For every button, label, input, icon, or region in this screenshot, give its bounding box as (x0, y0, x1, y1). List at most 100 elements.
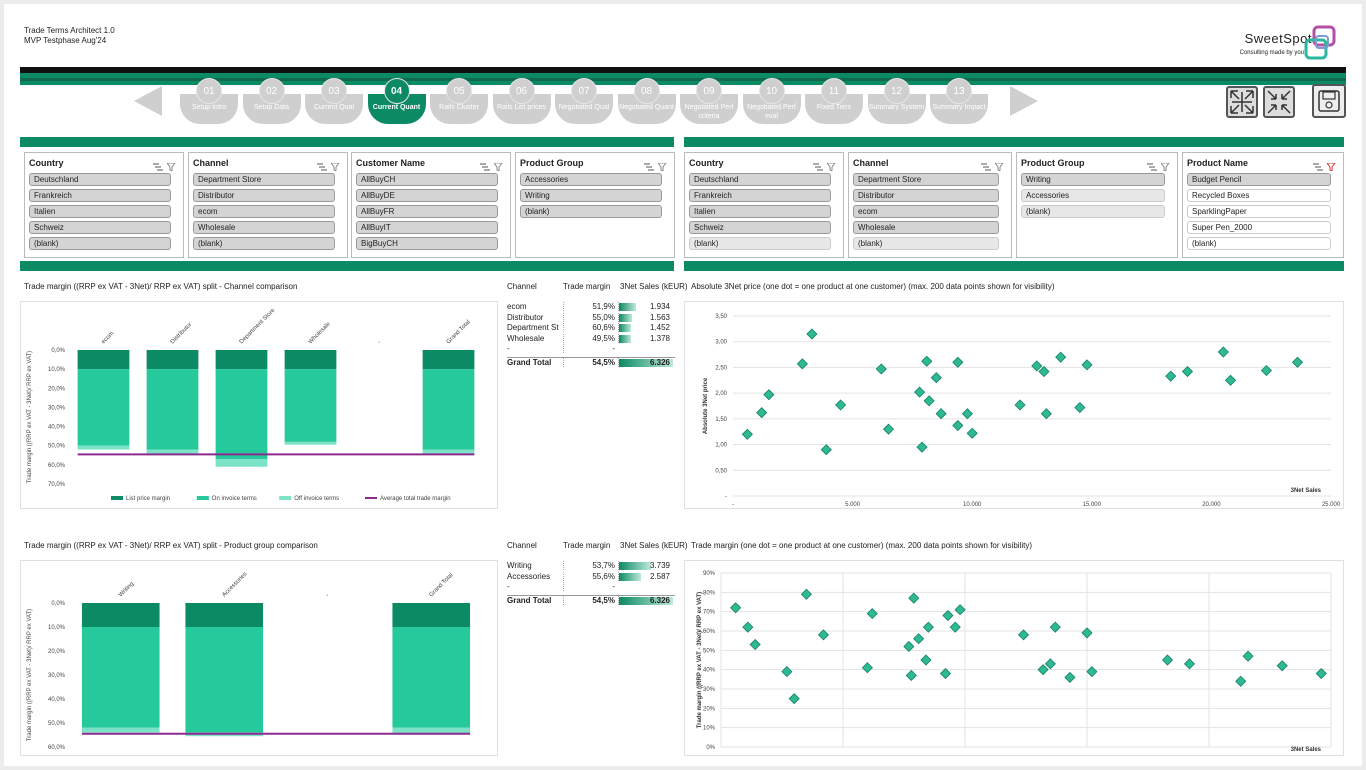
slicer-item[interactable]: (blank) (1021, 205, 1165, 218)
y-tick-label: - (725, 494, 727, 500)
slicer-item[interactable]: AllBuyCH (356, 173, 498, 186)
clear-filter-icon[interactable] (166, 158, 177, 172)
category-label: Grand Total (446, 319, 472, 345)
data-point (949, 621, 961, 633)
save-button[interactable] (1312, 84, 1346, 118)
data-point (820, 444, 832, 456)
app-title-block: Trade Terms Architect 1.0 MVP Testphase … (24, 26, 115, 46)
legend-swatch (111, 496, 123, 500)
slicer-item[interactable]: Writing (520, 189, 662, 202)
slicer-item[interactable]: Wholesale (853, 221, 999, 234)
y-tick-label: 0% (706, 745, 715, 751)
multi-select-icon[interactable] (1147, 158, 1157, 171)
next-step-button[interactable] (1010, 86, 1038, 116)
slicer-item[interactable]: Department Store (193, 173, 335, 186)
step-tab-12[interactable]: 12 Summary System (867, 76, 926, 124)
data-point (952, 356, 964, 368)
pivot-row-name: Grand Total (507, 595, 552, 605)
slicer-item[interactable]: (blank) (520, 205, 662, 218)
step-tab-13[interactable]: 13 Summary Impact (930, 76, 988, 124)
slicer-item[interactable]: Italien (689, 205, 831, 218)
slicer-item[interactable]: (blank) (29, 237, 171, 250)
step-tab-01[interactable]: 01 Setup Intro (180, 76, 238, 124)
step-tab-05[interactable]: 05 Rails Cluster (430, 76, 488, 124)
multi-select-icon[interactable] (644, 158, 654, 171)
clear-filter-icon[interactable] (826, 158, 837, 172)
data-point (1044, 658, 1056, 670)
collapse-button[interactable] (1263, 86, 1295, 118)
slicer-item[interactable]: ecom (193, 205, 335, 218)
clear-filter-icon[interactable] (330, 158, 341, 172)
multi-select-icon[interactable] (480, 158, 490, 171)
pivot-row: Department St 60,6% 1.452 (507, 323, 675, 333)
step-tab-09[interactable]: 09 Negotiated Perf criteria (680, 76, 738, 124)
step-label: Summary Impact (932, 104, 986, 111)
slicer-item[interactable]: Schweiz (689, 221, 831, 234)
clear-filter-icon[interactable] (1160, 158, 1171, 172)
data-point (914, 386, 926, 398)
slicer-item[interactable]: Deutschland (29, 173, 171, 186)
pivot-row-margin: 49,5% (563, 333, 617, 343)
multi-select-icon[interactable] (153, 158, 163, 171)
pivot-sales-bar (619, 313, 633, 322)
step-tab-08[interactable]: 08 Negotiated Quant (617, 76, 676, 124)
data-point (741, 428, 753, 440)
multi-select-icon[interactable] (1313, 158, 1323, 171)
slicer-item[interactable]: Frankreich (29, 189, 171, 202)
step-tab-07[interactable]: 07 Negotiated Qual (555, 76, 613, 124)
multi-select-icon[interactable] (813, 158, 823, 171)
slicer-item[interactable]: Super Pen_2000 (1187, 221, 1331, 234)
slicer-item[interactable]: (blank) (853, 237, 999, 250)
pivot-row-name: - (507, 344, 510, 353)
step-tab-03[interactable]: 03 Current Qual (305, 76, 363, 124)
slicer-item[interactable]: Writing (1021, 173, 1165, 186)
clear-filter-icon[interactable] (1326, 158, 1337, 172)
slicer-item[interactable]: AllBuyFR (356, 205, 498, 218)
slicer-item[interactable]: Wholesale (193, 221, 335, 234)
y-tick-label: 20,0% (48, 386, 66, 392)
slicer-item[interactable]: Recycled Boxes (1187, 189, 1331, 202)
x-tick-label: 10.000 (963, 502, 982, 508)
category-label: - (377, 340, 383, 346)
pivot-row-margin: - (563, 582, 617, 591)
slicer-item[interactable]: Italien (29, 205, 171, 218)
slicer-item[interactable]: Distributor (853, 189, 999, 202)
slicer-item[interactable]: AllBuyIT (356, 221, 498, 234)
pivot-row-margin: 54,5% (563, 357, 617, 367)
pivot-row-sales: 1.563 (618, 312, 672, 322)
slicer-item[interactable]: Frankreich (689, 189, 831, 202)
data-point (1276, 660, 1288, 672)
previous-step-button[interactable] (134, 86, 162, 116)
multi-select-icon[interactable] (981, 158, 991, 171)
slicer-item[interactable]: BigBuyCH (356, 237, 498, 250)
slicer-item[interactable]: Deutschland (689, 173, 831, 186)
step-tab-04[interactable]: 04 Current Quant (367, 76, 426, 124)
step-tab-02[interactable]: 02 Setup Data (242, 76, 301, 124)
step-tab-10[interactable]: 10 Negotiated Perf eval (742, 76, 801, 124)
category-label: - (325, 593, 331, 599)
section1-scatter-title: Absolute 3Net price (one dot = one produ… (691, 282, 1055, 291)
expand-button[interactable] (1226, 86, 1258, 118)
slicer-item[interactable]: ecom (853, 205, 999, 218)
clear-filter-icon[interactable] (657, 158, 668, 172)
slicer-item[interactable]: Distributor (193, 189, 335, 202)
step-tab-06[interactable]: 06 Rails List prices (492, 76, 551, 124)
slicer-item[interactable]: (blank) (1187, 237, 1331, 250)
slicer-item[interactable]: (blank) (689, 237, 831, 250)
multi-select-icon[interactable] (317, 158, 327, 171)
slicer-item[interactable]: Accessories (1021, 189, 1165, 202)
data-point (1086, 666, 1098, 678)
slicer-item[interactable]: Budget Pencil (1187, 173, 1331, 186)
section1-title: Trade margin ((RRP ex VAT - 3Net)/ RRP e… (24, 282, 298, 291)
slicer-item[interactable]: Accessories (520, 173, 662, 186)
clear-filter-icon[interactable] (994, 158, 1005, 172)
slicer-item[interactable]: SparklingPaper (1187, 205, 1331, 218)
y-tick-label: 60,0% (48, 463, 66, 469)
clear-filter-icon[interactable] (493, 158, 504, 172)
slicer-item[interactable]: Department Store (853, 173, 999, 186)
slicer-item[interactable]: (blank) (193, 237, 335, 250)
slicer-item[interactable]: Schweiz (29, 221, 171, 234)
step-tab-11[interactable]: 11 Fixed Tiers (805, 76, 863, 124)
slicer-item[interactable]: AllBuyDE (356, 189, 498, 202)
slicer-country: Country Deutschland Frankreich Italien Schwe… (684, 152, 844, 258)
